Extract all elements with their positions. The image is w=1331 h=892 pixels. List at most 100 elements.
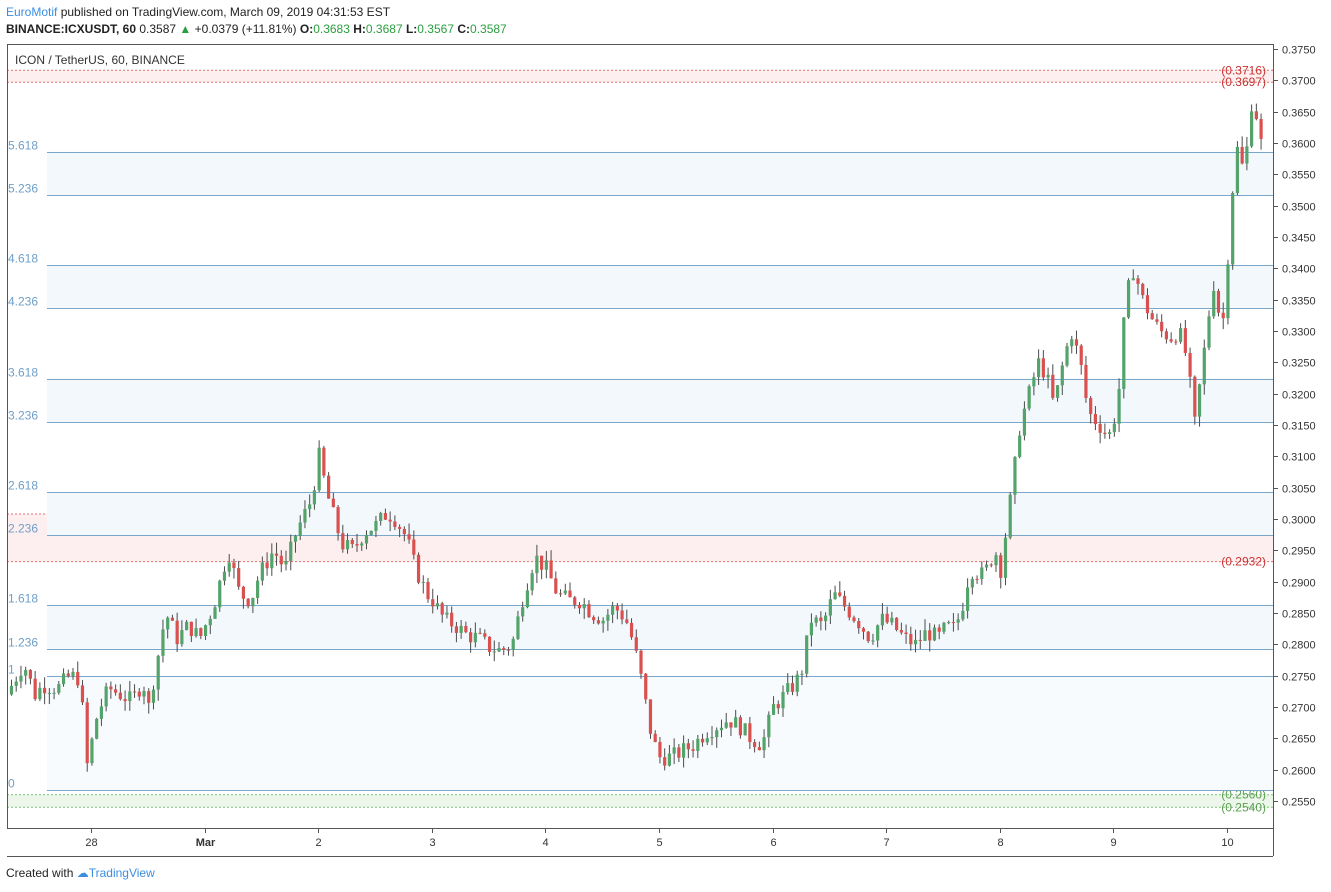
x-tick-label: 9 [1110,837,1116,849]
candle-up [667,753,672,766]
candle-up [1032,377,1036,387]
fib-band [47,378,1273,422]
zone-bottom-label: (0.2932) [1221,555,1266,569]
candle-down [658,741,662,758]
candle-up [312,490,317,505]
symbol-line: BINANCE:ICXUSDT, 60 0.3587 ▲ +0.0379 (+1… [6,22,507,36]
y-tick-label: 0.2850 [1282,609,1316,621]
candle-up [1122,317,1126,389]
zone-top-label: (0.2560) [1221,788,1266,802]
candle-up [104,686,108,707]
candle-up [833,592,837,600]
candle-up [497,648,501,652]
candle-up [521,607,525,617]
candle-up [1037,358,1041,378]
candle-up [1027,386,1031,409]
candle-down [426,581,430,600]
candle-down [639,650,643,674]
candle-up [530,573,534,591]
candle-down [838,592,842,596]
candle-up [1022,408,1027,436]
fib-level-label: 4.236 [8,295,38,309]
candle-down [1089,398,1093,415]
candle-up [1003,537,1008,578]
low-label: L: [405,22,418,36]
candle-up [208,618,212,626]
fib-level-label: 1 [8,663,15,677]
fib-level-label: 5.618 [8,139,38,153]
candle-down [398,526,402,529]
candle-up [1046,374,1050,378]
candle-down [393,521,397,527]
candle-up [932,627,937,641]
candle-up [719,727,724,731]
candle-up [194,628,198,637]
candle-down [918,639,922,641]
candle-down [1240,146,1244,164]
candle-down [663,757,667,766]
candle-down [937,627,941,632]
candle-up [1112,423,1116,433]
candle-up [1231,193,1235,265]
open-label: O: [299,22,314,36]
candle-up [923,630,927,641]
candle-down [1079,345,1083,365]
candle-down [1136,278,1140,284]
candle-down [33,678,37,700]
candle-down [170,617,175,621]
y-tick-label: 0.3550 [1282,170,1316,182]
candle-down [866,631,870,642]
y-tick-label: 0.3150 [1282,421,1316,433]
candle-up [984,564,989,568]
candle-down [137,691,141,697]
y-tick-label: 0.3500 [1282,202,1316,214]
candle-down [416,554,421,583]
y-tick-label: 0.2800 [1282,640,1316,652]
candle-up [492,651,496,653]
last-price: 0.3587 [139,22,177,36]
candle-up [156,655,160,690]
zone-bottom-label: (0.3697) [1221,75,1266,89]
candle-down [1193,376,1197,417]
x-tick-label: 28 [85,837,97,849]
candle-down [700,738,705,743]
zone-top-label: (0.3716) [1221,63,1266,77]
candle-up [90,738,94,764]
candle-down [1103,432,1107,435]
candle-down [114,689,118,693]
candle-up [743,723,747,736]
candle-down [66,673,70,676]
candle-down [951,622,956,624]
fib-band [47,605,1273,649]
candle-up [289,541,293,561]
candle-down [336,507,340,534]
candle-up [980,567,984,580]
y-tick-label: 0.3650 [1282,108,1316,120]
tradingview-brand[interactable]: TradingView [88,866,155,880]
candle-up [9,685,14,695]
author-link[interactable]: EuroMotif [6,5,58,19]
candle-down [1093,414,1098,425]
candle-down [753,742,757,748]
candle-down [592,617,596,621]
price-change: +0.0379 (+11.81%) [194,22,297,36]
y-tick-label: 0.2650 [1282,734,1316,746]
candle-down [549,560,553,579]
series-legend: ICON / TetherUS, 60, BINANCE [15,53,185,67]
y-tick-label: 0.3350 [1282,296,1316,308]
candle-up [1179,328,1183,342]
candle-down [899,630,903,633]
candle-down [1051,374,1055,398]
candle-down [1084,364,1088,399]
candle-down [885,613,889,623]
candle-down [483,633,487,637]
high-label: H: [353,22,366,36]
candle-down [909,634,913,645]
candle-up [1065,346,1069,366]
high-value: 0.3687 [365,22,403,36]
candle-up [95,718,99,739]
candle-up [994,555,998,566]
candle-up [374,521,378,531]
candle-down [412,539,416,555]
